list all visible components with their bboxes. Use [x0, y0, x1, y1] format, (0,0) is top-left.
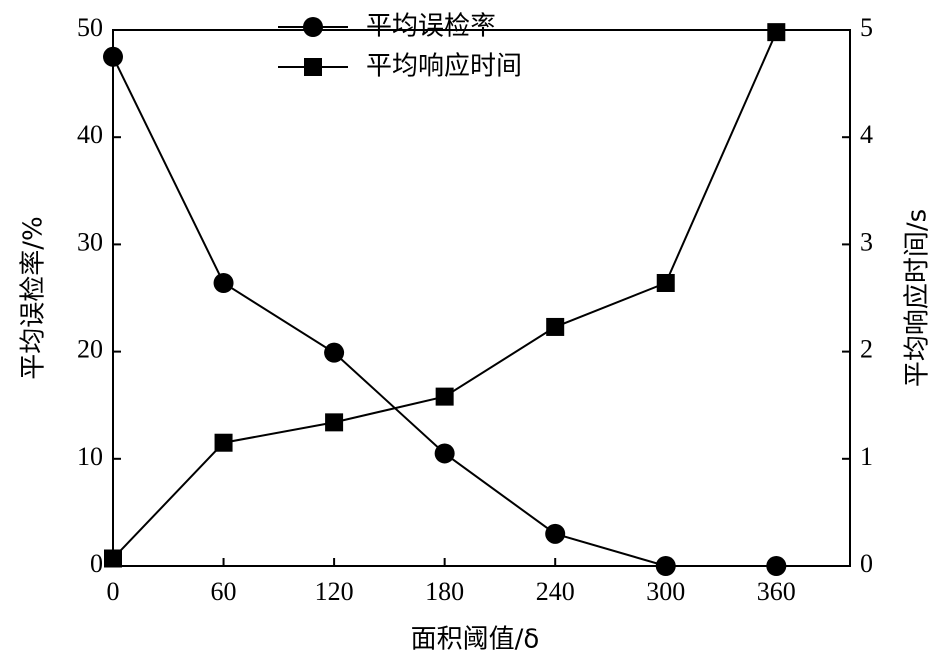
legend-label: 平均误检率 [366, 12, 496, 42]
y-tick-label: 50 [77, 13, 103, 42]
x-tick-label: 180 [425, 577, 464, 606]
marker [656, 273, 675, 292]
marker [435, 387, 454, 406]
y-axis-label: 平均误检率/% [19, 216, 49, 379]
y-tick-label: 30 [77, 227, 103, 256]
marker [213, 272, 234, 293]
y-tick-label: 20 [77, 335, 103, 364]
y2-tick-label: 3 [860, 227, 873, 256]
legend-marker [303, 17, 323, 37]
marker [325, 413, 344, 432]
x-tick-label: 60 [211, 577, 237, 606]
x-tick-label: 240 [536, 577, 575, 606]
marker [434, 443, 455, 464]
marker [545, 523, 566, 544]
x-tick-label: 0 [107, 577, 120, 606]
y2-tick-label: 2 [860, 335, 873, 364]
y2-axis-label: 平均响应时间/s [903, 209, 933, 387]
legend-marker [304, 58, 322, 76]
x-tick-label: 360 [757, 577, 796, 606]
marker [103, 46, 123, 67]
x-axis-label: 面积阈值/δ [411, 625, 540, 655]
y2-tick-label: 0 [860, 549, 873, 578]
series-line [112, 56, 777, 567]
y2-tick-label: 5 [860, 13, 873, 42]
series-line [112, 31, 778, 560]
marker [214, 433, 233, 452]
marker [324, 342, 345, 363]
marker [766, 556, 787, 576]
marker [767, 23, 786, 42]
y2-tick-label: 1 [860, 442, 873, 471]
x-tick-label: 300 [646, 577, 685, 606]
legend-label: 平均响应时间 [366, 52, 522, 82]
y-tick-label: 10 [77, 442, 103, 471]
y2-tick-label: 4 [860, 120, 873, 149]
x-tick-label: 120 [315, 577, 354, 606]
marker [104, 549, 122, 568]
plot-frame [112, 29, 851, 567]
y-tick-label: 0 [90, 549, 103, 578]
marker [655, 556, 676, 576]
marker [546, 317, 565, 336]
y-tick-label: 40 [77, 120, 103, 149]
